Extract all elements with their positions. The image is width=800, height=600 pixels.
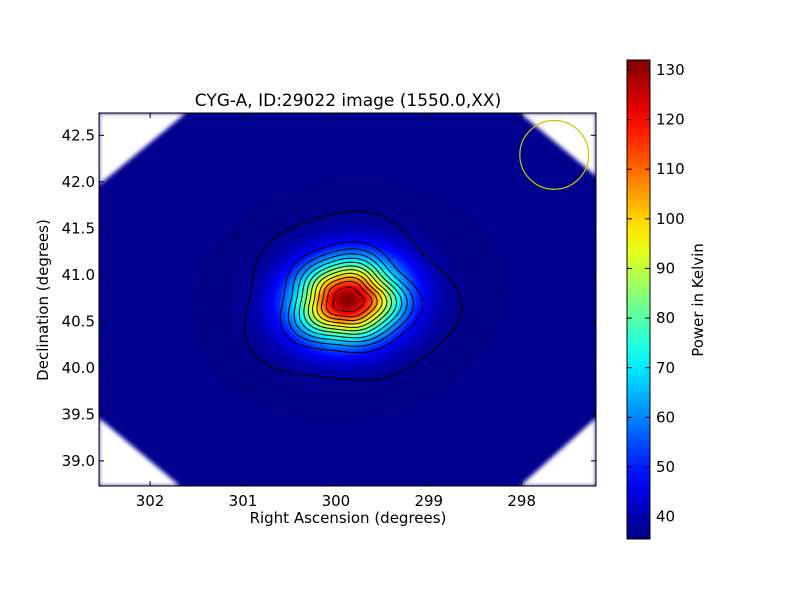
colorbar-frame: [626, 59, 651, 540]
colorbar-tick-label: 40: [656, 508, 675, 526]
x-tick-label: 298: [507, 492, 536, 510]
y-tick-label: 40.5: [62, 312, 95, 330]
colorbar-tick-label: 130: [656, 61, 685, 79]
contour-line: [325, 280, 373, 318]
plot-frame: [98, 112, 597, 487]
plot-area: [98, 112, 597, 487]
heatmap-band: [344, 297, 352, 303]
colorbar-gradient: [627, 60, 650, 539]
contour-line: [243, 210, 463, 381]
y-tick-label: 39.5: [62, 405, 95, 423]
contour-line: [287, 248, 415, 347]
colorbar-tick-label: 50: [656, 458, 675, 476]
contour-line: [303, 261, 398, 335]
colorbar: 40 50 60 70 80 90 100 110 120 130 Power in Kelvin: [626, 59, 707, 540]
colorbar-tick-label: 120: [656, 111, 685, 129]
contour-line: [320, 276, 378, 322]
colorbar-ticks: 40 50 60 70 80 90 100 110 120 130: [627, 61, 685, 526]
colorbar-tick-label: 80: [656, 309, 675, 327]
y-axis: 39.0 39.5 40.0 40.5 41.0 41.5 42.0 42.5: [62, 126, 596, 470]
y-tick-label: 42.0: [62, 173, 95, 191]
y-tick-label: 42.5: [62, 126, 95, 144]
colorbar-tick-label: 60: [656, 408, 675, 426]
y-tick-label: 41.5: [62, 219, 95, 237]
x-tick-label: 299: [414, 492, 443, 510]
contour-line: [279, 241, 424, 354]
colorbar-label: Power in Kelvin: [689, 243, 707, 357]
colorbar-tick-label: 100: [656, 210, 685, 228]
x-tick-label: 300: [322, 492, 351, 510]
chart-title: CYG-A, ID:29022 image (1550.0,XX): [195, 91, 501, 111]
x-axis: 302 301 300 299 298: [136, 113, 536, 510]
contour-line: [298, 257, 403, 339]
beam-circle: [519, 119, 590, 190]
x-axis-label: Right Ascension (degrees): [250, 509, 447, 527]
x-tick-label: 302: [136, 492, 165, 510]
colorbar-tick-label: 90: [656, 259, 675, 277]
y-tick-label: 40.0: [62, 359, 95, 377]
y-tick-label: 41.0: [62, 266, 95, 284]
contour-line: [312, 269, 388, 328]
contour-line: [316, 272, 383, 325]
x-tick-label: 301: [229, 492, 258, 510]
missing-data-corner: [99, 113, 186, 185]
contour-line: [293, 253, 408, 343]
contour-line: [332, 286, 365, 313]
y-tick-label: 39.0: [62, 452, 95, 470]
missing-data-corner: [520, 418, 596, 486]
colorbar-tick-label: 110: [656, 160, 685, 178]
contour-lines: [243, 210, 463, 381]
contour-line: [307, 265, 393, 332]
missing-data-corner: [99, 418, 180, 486]
colorbar-tick-label: 70: [656, 359, 675, 377]
y-axis-label: Declination (degrees): [34, 219, 52, 381]
heatmap-image: [192, 180, 504, 420]
